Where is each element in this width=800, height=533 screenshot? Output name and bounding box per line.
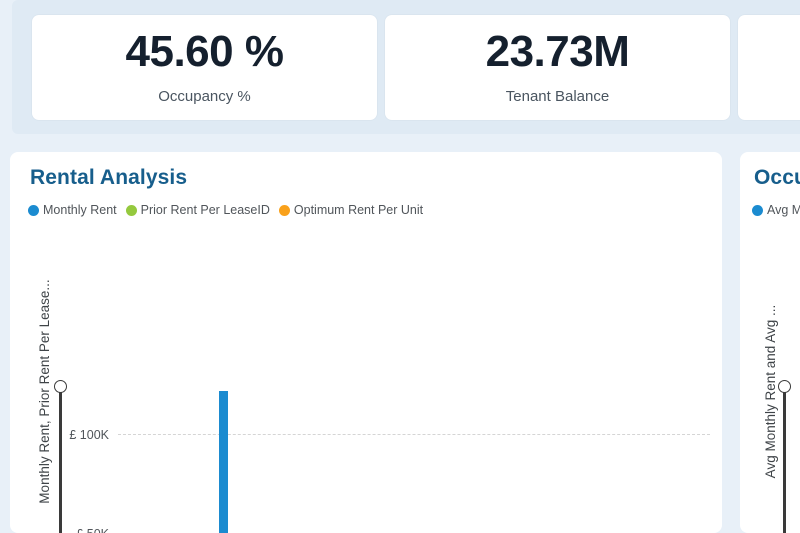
legend-label-prior-rent: Prior Rent Per LeaseID <box>140 203 270 217</box>
legend-label-monthly-rent: Monthly Rent <box>43 203 117 217</box>
kpi-value-tenant-balance: 23.73M <box>485 26 630 76</box>
occupancy-title: Occu <box>754 166 800 189</box>
legend-dot-icon <box>278 204 290 216</box>
kpi-value-occupancy: 45.60 % <box>125 26 284 76</box>
rental-analysis-title: Rental Analysis <box>30 166 188 189</box>
bar-group <box>546 380 579 533</box>
bar-group <box>315 380 348 533</box>
slider-handle-top[interactable] <box>54 380 67 393</box>
bar-group <box>611 380 644 533</box>
bar-group <box>151 380 184 533</box>
kpi-label-tenant-balance: Tenant Balance <box>505 87 610 105</box>
legend-item-monthly-rent[interactable]: Monthly Rent <box>28 203 117 217</box>
legend-dot-icon <box>125 204 137 216</box>
rental-analysis-panel: Rental Analysis Monthly Rent Prior Rent … <box>10 152 722 533</box>
slider-handle-top[interactable] <box>778 380 791 393</box>
bar-group <box>217 380 250 533</box>
kpi-card-tenant-balance[interactable]: 23.73M Tenant Balance <box>385 14 730 120</box>
slider-track[interactable] <box>783 387 786 533</box>
bar-group <box>250 380 283 533</box>
bar-group <box>677 380 710 533</box>
bar-group <box>513 380 546 533</box>
occupancy-legend: Avg M <box>752 203 800 217</box>
kpi-strip: 45.60 % Occupancy % 23.73M Tenant Balanc… <box>12 0 800 134</box>
y-axis-title: Monthly Rent, Prior Rent Per Lease... <box>37 279 52 504</box>
legend-item-optimum-rent[interactable]: Optimum Rent Per Unit <box>278 203 424 217</box>
bar-group <box>644 380 677 533</box>
bar[interactable] <box>219 390 228 533</box>
bar-group <box>282 380 315 533</box>
y-axis-tick-label: £ 100K <box>69 427 109 442</box>
gridline: £ 100K <box>69 428 710 442</box>
legend-label-avg-monthly: Avg M <box>767 203 800 217</box>
bar-group <box>447 380 480 533</box>
kpi-card-occupancy[interactable]: 45.60 % Occupancy % <box>32 14 377 120</box>
bar-group <box>184 380 217 533</box>
legend-dot-icon <box>28 204 39 216</box>
bar-group <box>381 380 414 533</box>
occupancy-panel: Occu Avg M Avg Monthly Rent and Avg ... <box>740 152 800 533</box>
slider-track[interactable] <box>59 387 62 533</box>
y-axis-range-slider[interactable] <box>54 380 68 533</box>
rental-legend: Monthly Rent Prior Rent Per LeaseID Opti… <box>28 203 423 217</box>
legend-label-optimum-rent: Optimum Rent Per Unit <box>293 203 424 217</box>
kpi-label-occupancy: Occupancy % <box>158 87 251 105</box>
bar-group <box>578 380 611 533</box>
legend-item-prior-rent[interactable]: Prior Rent Per LeaseID <box>125 203 270 217</box>
bar-groups <box>118 380 710 533</box>
bar-group <box>480 380 513 533</box>
legend-dot-icon <box>752 204 763 216</box>
occupancy-y-axis-title: Avg Monthly Rent and Avg ... <box>763 304 778 479</box>
bar-group <box>348 380 381 533</box>
kpi-card-third-partial[interactable] <box>738 14 800 120</box>
bar-group <box>118 380 151 533</box>
rental-bar-chart-plot: £ 0K£ 50K£ 100K <box>69 380 710 533</box>
occupancy-y-axis-range-slider[interactable] <box>778 380 792 533</box>
bar-group <box>414 380 447 533</box>
y-axis-tick-label: £ 50K <box>76 527 109 533</box>
